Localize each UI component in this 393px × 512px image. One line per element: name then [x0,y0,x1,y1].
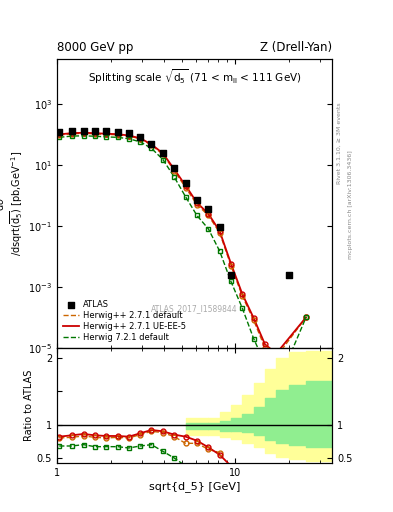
Herwig 7.2.1 default [206,226,211,232]
Herwig 7.2.1 default [92,133,97,139]
Herwig++ 2.7.1 default [251,317,256,324]
ATLAS [217,223,223,231]
Herwig++ 2.7.1 UE-EE-5 [263,342,267,348]
Herwig++ 2.7.1 UE-EE-5 [217,228,222,234]
Herwig++ 2.7.1 default [138,136,143,142]
Line: Herwig++ 2.7.1 UE-EE-5: Herwig++ 2.7.1 UE-EE-5 [59,133,306,353]
Herwig++ 2.7.1 UE-EE-5 [172,166,176,173]
Herwig++ 2.7.1 UE-EE-5 [229,261,233,267]
Herwig++ 2.7.1 default [274,354,279,360]
Herwig++ 2.7.1 UE-EE-5 [149,141,154,147]
Herwig 7.2.1 default [229,279,233,285]
Herwig 7.2.1 default [217,248,222,254]
ATLAS [148,139,154,147]
Herwig++ 2.7.1 default [115,132,120,138]
ATLAS [92,127,98,135]
Herwig++ 2.7.1 UE-EE-5 [160,150,165,156]
Herwig 7.2.1 default [115,134,120,140]
ATLAS [114,128,121,136]
ATLAS [126,129,132,137]
Herwig++ 2.7.1 UE-EE-5 [104,131,108,137]
Herwig++ 2.7.1 UE-EE-5 [92,130,97,136]
Herwig++ 2.7.1 default [92,131,97,137]
Herwig++ 2.7.1 UE-EE-5 [70,130,74,136]
Herwig 7.2.1 default [251,335,256,342]
ATLAS [103,127,109,136]
Herwig 7.2.1 default [263,360,267,367]
Text: Splitting scale $\sqrt{\mathregular{d_5}}$ (71 < m$_{\mathregular{ll}}$ < 111 Ge: Splitting scale $\sqrt{\mathregular{d_5}… [88,68,301,87]
ATLAS [81,127,87,135]
Herwig++ 2.7.1 default [229,263,233,269]
Herwig++ 2.7.1 UE-EE-5 [195,200,199,206]
ATLAS [228,271,234,279]
ATLAS [171,164,177,172]
Herwig 7.2.1 default [70,133,74,139]
Herwig 7.2.1 default [183,194,188,200]
Herwig++ 2.7.1 UE-EE-5 [115,131,120,137]
ATLAS [56,128,62,136]
Herwig++ 2.7.1 default [81,131,86,137]
Herwig++ 2.7.1 default [57,132,62,138]
Herwig 7.2.1 default [160,157,165,163]
Herwig++ 2.7.1 default [104,131,108,137]
Herwig++ 2.7.1 UE-EE-5 [57,131,62,137]
Herwig++ 2.7.1 UE-EE-5 [183,182,188,188]
Herwig++ 2.7.1 UE-EE-5 [251,315,256,321]
Herwig++ 2.7.1 UE-EE-5 [304,314,309,321]
Herwig 7.2.1 default [304,314,309,321]
Herwig++ 2.7.1 UE-EE-5 [81,130,86,136]
Herwig++ 2.7.1 default [195,202,199,208]
Herwig 7.2.1 default [127,136,131,142]
Text: mcplots.cern.ch [arXiv:1306.3436]: mcplots.cern.ch [arXiv:1306.3436] [348,151,353,259]
Text: ATLAS_2017_I1589844: ATLAS_2017_I1589844 [151,304,238,313]
Text: Rivet 3.1.10, ≥ 3M events: Rivet 3.1.10, ≥ 3M events [337,102,342,184]
Herwig 7.2.1 default [81,133,86,139]
Line: Herwig 7.2.1 default: Herwig 7.2.1 default [59,136,306,388]
Herwig++ 2.7.1 default [183,184,188,190]
ATLAS [160,148,166,157]
Herwig 7.2.1 default [104,134,108,140]
Herwig++ 2.7.1 default [149,142,154,148]
Y-axis label: Ratio to ATLAS: Ratio to ATLAS [24,370,34,441]
Herwig 7.2.1 default [149,145,154,152]
Herwig++ 2.7.1 UE-EE-5 [206,210,211,217]
ATLAS [286,271,292,279]
Text: Z (Drell-Yan): Z (Drell-Yan) [260,41,332,54]
ATLAS [194,196,200,204]
Herwig++ 2.7.1 default [263,345,267,351]
Herwig 7.2.1 default [57,134,62,140]
Y-axis label: d$\sigma$
/dsqrt($\overline{\rm d_5}$) [pb,GeV$^{-1}$]: d$\sigma$ /dsqrt($\overline{\rm d_5}$) [… [0,151,26,256]
Herwig++ 2.7.1 default [160,152,165,158]
Herwig 7.2.1 default [172,174,176,180]
ATLAS [205,205,211,214]
Herwig 7.2.1 default [195,212,199,219]
Herwig++ 2.7.1 UE-EE-5 [274,350,279,356]
Herwig++ 2.7.1 default [217,229,222,236]
X-axis label: sqrt{d_5} [GeV]: sqrt{d_5} [GeV] [149,481,240,492]
Text: 8000 GeV pp: 8000 GeV pp [57,41,133,54]
Herwig 7.2.1 default [240,305,245,311]
Herwig++ 2.7.1 UE-EE-5 [138,135,143,141]
Herwig++ 2.7.1 default [206,212,211,219]
Herwig 7.2.1 default [138,139,143,145]
Herwig++ 2.7.1 UE-EE-5 [240,291,245,297]
Herwig++ 2.7.1 default [127,133,131,139]
ATLAS [182,179,189,187]
Herwig++ 2.7.1 default [70,131,74,137]
ATLAS [69,127,75,135]
Herwig++ 2.7.1 default [304,314,309,321]
Herwig++ 2.7.1 UE-EE-5 [127,133,131,139]
Herwig++ 2.7.1 default [240,293,245,299]
Line: Herwig++ 2.7.1 default: Herwig++ 2.7.1 default [59,134,306,357]
ATLAS [137,133,143,141]
Herwig 7.2.1 default [274,385,279,391]
Legend: ATLAS, Herwig++ 2.7.1 default, Herwig++ 2.7.1 UE-EE-5, Herwig 7.2.1 default: ATLAS, Herwig++ 2.7.1 default, Herwig++ … [61,298,187,344]
Herwig++ 2.7.1 default [172,167,176,174]
